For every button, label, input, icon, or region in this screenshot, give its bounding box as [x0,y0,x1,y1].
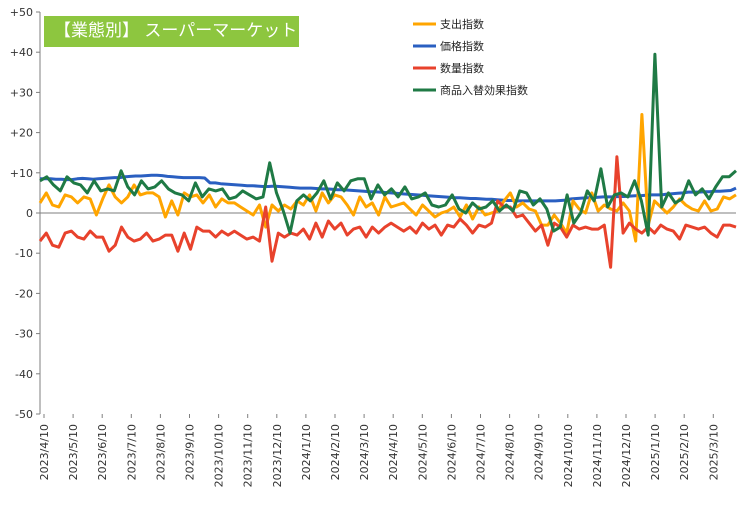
x-tick-label: 2024/3/10 [358,424,371,480]
x-tick-label: 2024/11/10 [591,424,604,487]
x-tick-label: 2023/7/10 [125,424,138,480]
x-tick-label: 2023/10/10 [213,424,226,487]
x-tick-label: 2023/5/10 [67,424,80,480]
y-tick-label: -40 [15,368,33,381]
y-tick-label: +10 [10,167,33,180]
legend-label: 価格指数 [440,39,484,53]
x-tick-label: 2024/5/10 [416,424,429,480]
y-tick-label: 0 [26,207,33,220]
x-tick-label: 2023/11/10 [242,424,255,487]
x-tick-label: 2023/8/10 [154,424,167,480]
x-tick-label: 2024/7/10 [475,424,488,480]
y-tick-label: -10 [15,247,33,260]
y-tick-label: -50 [15,408,33,421]
series-line-2 [38,155,737,269]
x-tick-label: 2023/9/10 [184,424,197,480]
x-tick-label: 2024/4/10 [387,424,400,480]
y-axis-ticks: +50 +40 +30 +20 +10 0 -10 -20 -30 -40 -50 [10,6,40,421]
series-lines [38,52,737,269]
legend-label: 商品入替効果指数 [440,83,528,97]
x-tick-label: 2024/1/10 [300,424,313,480]
x-tick-label: 2023/4/10 [38,424,51,480]
x-tick-label: 2024/12/10 [620,424,633,487]
x-tick-label: 2024/10/10 [562,424,575,487]
y-tick-label: +50 [10,6,33,19]
legend-label: 数量指数 [440,61,484,75]
y-tick-label: +40 [10,46,33,59]
x-tick-label: 2025/2/10 [678,424,691,480]
x-tick-label: 2024/9/10 [533,424,546,480]
y-tick-label: -30 [15,328,33,341]
x-tick-label: 2025/3/10 [707,424,720,480]
x-axis-ticks: 2023/4/10 2023/5/10 2023/6/10 2023/7/10 2023… [38,414,720,487]
x-tick-label: 2025/1/10 [649,424,662,480]
x-tick-label: 2024/8/10 [504,424,517,480]
y-tick-label: +20 [10,127,33,140]
chart-title: 【業態別】 スーパーマーケット [44,16,299,47]
series-line-3 [39,52,737,237]
legend-label: 支出指数 [440,17,484,31]
y-tick-label: -20 [15,287,33,300]
x-tick-label: 2023/6/10 [96,424,109,480]
x-tick-label: 2024/2/10 [329,424,342,480]
x-tick-label: 2023/12/10 [271,424,284,487]
series-line-0 [38,113,737,243]
y-tick-label: +30 [10,86,33,99]
x-tick-label: 2024/6/10 [445,424,458,480]
